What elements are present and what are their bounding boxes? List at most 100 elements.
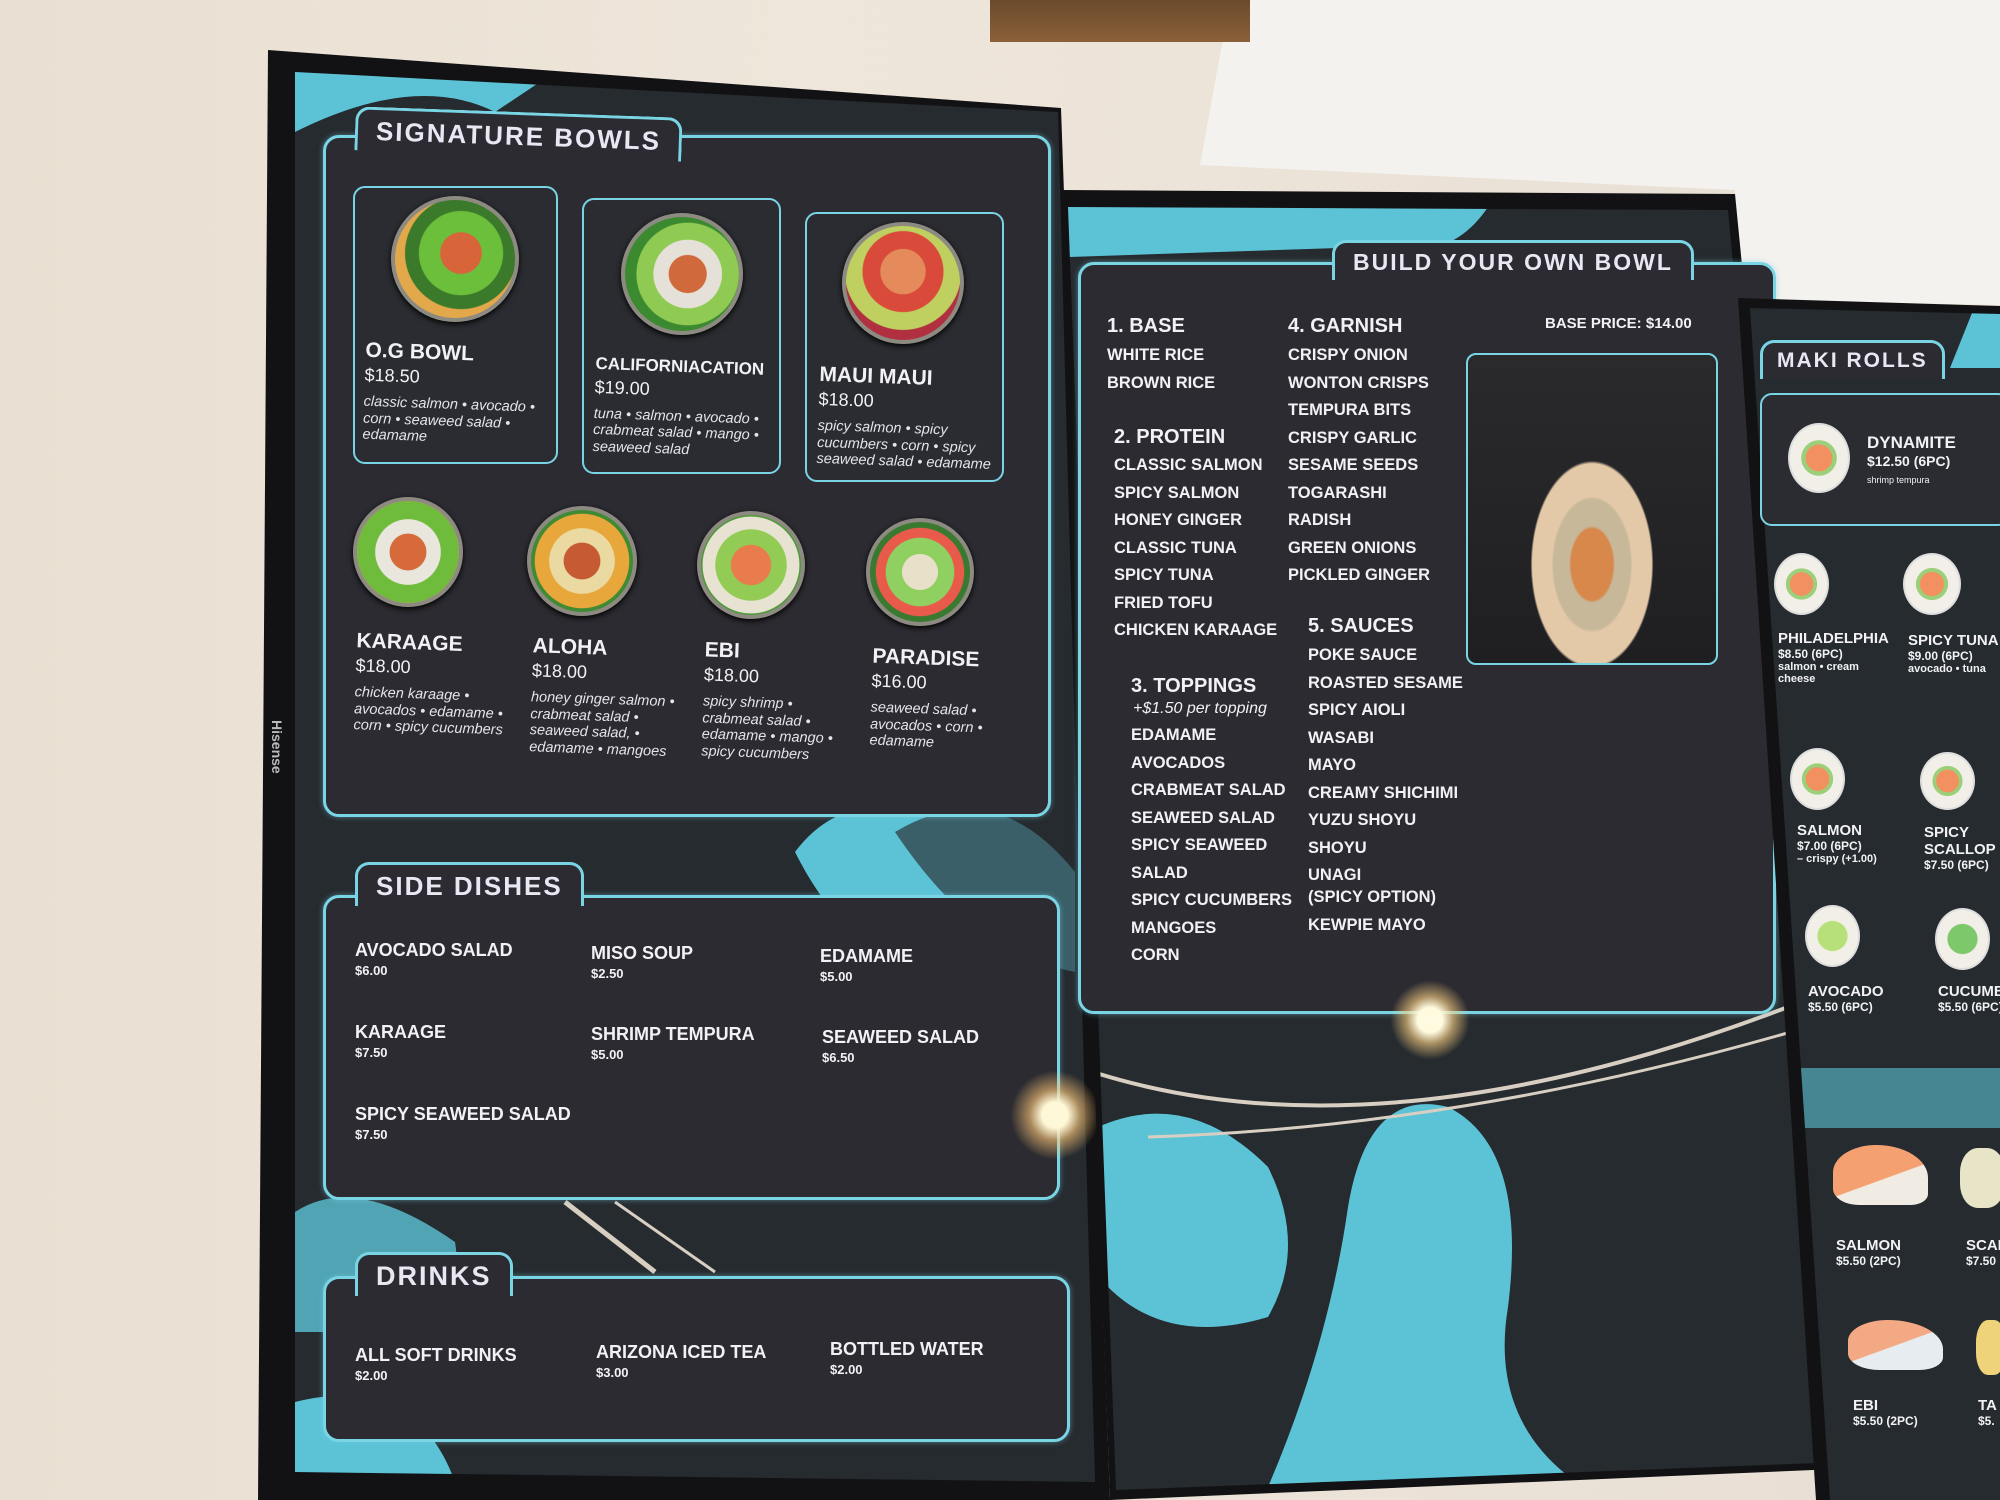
base-section: 1. BASE WHITE RICE BROWN RICE — [1107, 315, 1215, 401]
roll-image — [1935, 908, 1990, 970]
side-dish-item: EDAMAME $5.00 — [820, 946, 913, 984]
side-dish-price: $2.50 — [591, 966, 624, 981]
option-item: CORN — [1131, 946, 1180, 964]
roll-name: AVOCADO — [1808, 983, 1884, 1000]
bowl-description: spicy shrimp • crabmeat salad • edamame … — [700, 693, 834, 764]
roll-name: DYNAMITE — [1867, 433, 1956, 452]
side-dish-name: EDAMAME — [820, 946, 913, 966]
drink-price: $2.00 — [355, 1368, 388, 1383]
roll-description: avocado • tuna — [1908, 663, 1986, 675]
bowl-price: $18.00 — [531, 660, 588, 683]
bowl-ebi: EBI $18.00 spicy shrimp • crabmeat salad… — [701, 638, 855, 765]
option-item: CRABMEAT SALAD — [1131, 781, 1286, 799]
nigiri-name: SCALLOP — [1966, 1237, 2000, 1254]
bowl-og: O.G BOWL $18.50 classic salmon • avocado… — [362, 339, 556, 451]
side-dish-name: MISO SOUP — [591, 943, 694, 963]
side-dish-price: $7.50 — [355, 1127, 388, 1142]
section-heading: 5. SAUCES — [1308, 615, 1414, 637]
section-heading: 3. TOPPINGS — [1131, 675, 1257, 697]
drink-name: BOTTLED WATER — [830, 1339, 984, 1359]
option-item: EDAMAME — [1131, 726, 1217, 744]
bowl-aloha: ALOHA $18.00 honey ginger salmon • crabm… — [529, 634, 693, 761]
bowl-image-karaage — [353, 497, 463, 607]
option-item: CRISPY GARLIC — [1288, 428, 1417, 447]
roll-description: – crispy (+1.00) — [1797, 853, 1877, 865]
option-item: TOGARASHI — [1288, 483, 1387, 502]
background-shape — [1950, 308, 2000, 368]
nigiri-item: SCALLOP$7.50 — [1966, 1237, 2000, 1268]
option-item: SESAME SEEDS — [1288, 456, 1419, 474]
option-item: CRISPY ONION — [1288, 346, 1408, 364]
side-dish-name: KARAAGE — [355, 1022, 447, 1042]
side-dish-item: SPICY SEAWEED SALAD $7.50 — [355, 1104, 571, 1142]
nigiri-item: EBI $5.50 (2PC) — [1853, 1397, 1918, 1428]
roll-name: SPICY TUNA — [1908, 632, 1999, 649]
option-item: AVOCADOS — [1131, 753, 1226, 772]
bowl-image-aloha — [527, 506, 637, 616]
nigiri-name: EBI — [1853, 1397, 1879, 1414]
roll-name: SALMON — [1797, 822, 1862, 839]
bowl-name: EBI — [704, 638, 741, 663]
drinks-title: DRINKS — [355, 1252, 513, 1296]
roll-description: salmon • cream cheese — [1778, 661, 1859, 685]
bowl-californiacation: CALIFORNIACATION $19.00 tuna • salmon • … — [592, 354, 775, 462]
side-dish-name: SEAWEED SALAD — [822, 1027, 980, 1047]
option-item: KEWPIE MAYO — [1308, 915, 1426, 934]
drink-price: $3.00 — [596, 1365, 629, 1380]
nigiri-item: SALMON $5.50 (2PC) — [1836, 1237, 1901, 1268]
option-item: SPICY AIOLI — [1308, 701, 1406, 719]
roll-image — [1774, 553, 1829, 615]
roll-price: $5.50 (6PC) — [1938, 1000, 2000, 1014]
option-item: MANGOES — [1131, 918, 1217, 937]
option-item: RADISH — [1288, 511, 1352, 529]
roll-price: $8.50 (6PC) — [1778, 647, 1843, 661]
bowl-image-ebi — [697, 511, 805, 619]
side-dish-name: AVOCADO SALAD — [355, 940, 513, 960]
option-item: (SPICY OPTION) — [1308, 888, 1437, 906]
roll-price: $12.50 (6PC) — [1867, 453, 1951, 469]
bowl-maui-maui: MAUI MAUI $18.00 spicy salmon • spicy cu… — [816, 363, 1000, 474]
side-dish-item: SHRIMP TEMPURA $5.00 — [591, 1024, 755, 1062]
featured-roll: DYNAMITE $12.50 (6PC) shrimp tempura — [1867, 433, 1956, 485]
option-item: WHITE RICE — [1107, 346, 1205, 364]
bowl-image-og — [391, 196, 519, 322]
bowl-description: honey ginger salmon • crabmeat salad • s… — [528, 689, 675, 761]
bowl-price: $18.00 — [703, 664, 760, 687]
option-item: SPICY CUCUMBERS — [1131, 891, 1293, 909]
option-item: CHICKEN KARAAGE — [1114, 621, 1278, 639]
build-your-own-title: BUILD YOUR OWN BOWL — [1332, 240, 1694, 280]
base-price: BASE PRICE: $14.00 — [1545, 315, 1692, 332]
nigiri-image-ebi — [1848, 1320, 1943, 1370]
roll-price: $7.50 (6PC) — [1924, 858, 1989, 872]
bowl-price: $18.00 — [355, 655, 412, 678]
side-dish-price: $6.50 — [822, 1050, 855, 1065]
option-item: CLASSIC SALMON — [1114, 456, 1263, 474]
option-item: WASABI — [1308, 728, 1374, 747]
roll-name: CUCUMBER — [1938, 983, 2000, 1000]
option-item: BROWN RICE — [1107, 373, 1216, 392]
bowl-image-paradise — [866, 518, 974, 626]
light-glare — [1390, 980, 1470, 1060]
option-item: YUZU SHOYU — [1308, 811, 1417, 829]
bowl-name: PARADISE — [872, 644, 980, 672]
drink-item: ARIZONA ICED TEA $3.00 — [596, 1342, 766, 1380]
option-item: PICKLED GINGER — [1288, 566, 1431, 584]
option-item: SHOYU — [1308, 838, 1367, 857]
nigiri-price: $5. — [1978, 1414, 1995, 1428]
side-dish-price: $6.00 — [355, 963, 388, 978]
option-item: POKE SAUCE — [1308, 646, 1418, 664]
nigiri-item: TA $5. — [1978, 1397, 1997, 1428]
nigiri-image-ta — [1976, 1320, 2000, 1375]
roll-price: $9.00 (6PC) — [1908, 649, 1973, 663]
nigiri-name: SALMON — [1836, 1237, 1901, 1254]
roll-item: AVOCADO $5.50 (6PC) — [1808, 983, 1884, 1014]
drink-item: ALL SOFT DRINKS $2.00 — [355, 1345, 517, 1383]
nigiri-price: $7.50 — [1966, 1254, 1997, 1268]
drink-price: $2.00 — [830, 1362, 863, 1377]
side-dishes-title: SIDE DISHES — [355, 862, 584, 906]
option-item: MAYO — [1308, 756, 1356, 774]
bowl-image-maui-maui — [842, 222, 964, 344]
option-item: SPICY TUNA — [1114, 566, 1214, 584]
option-item: CLASSIC TUNA — [1114, 538, 1237, 557]
roll-item: SPICY TUNA $9.00 (6PC) avocado • tuna — [1908, 632, 1999, 675]
